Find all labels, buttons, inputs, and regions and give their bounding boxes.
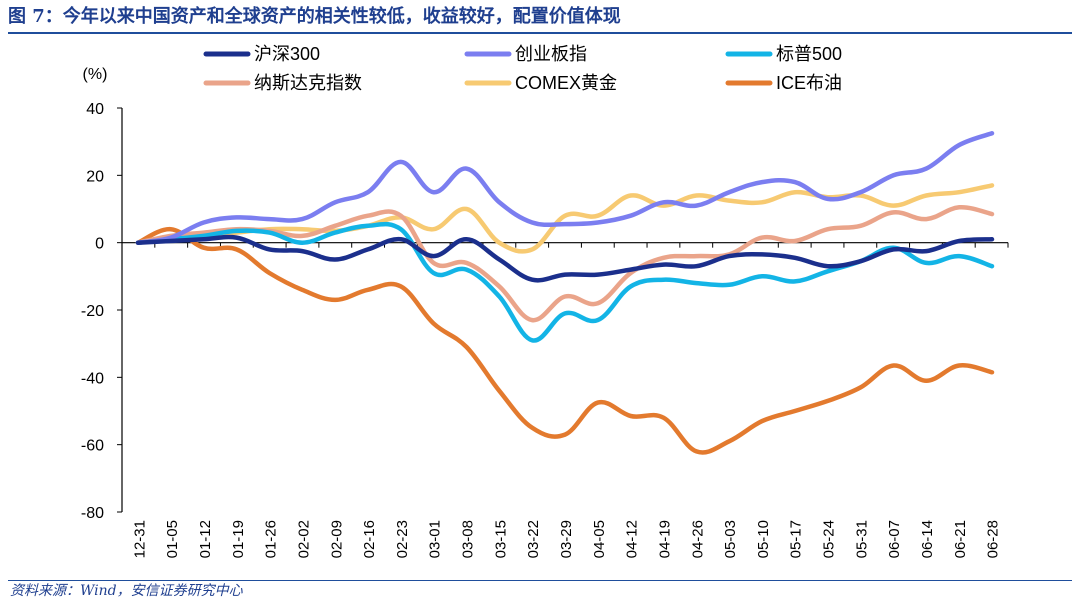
x-tick-label: 05-10 <box>755 520 772 558</box>
x-tick-label: 02-23 <box>394 520 411 558</box>
x-tick-label: 02-02 <box>295 520 312 558</box>
x-tick-label: 04-19 <box>656 520 673 558</box>
x-tick-label: 03-29 <box>558 520 575 558</box>
y-tick-label: -80 <box>81 505 104 522</box>
x-tick-label: 02-16 <box>361 520 378 558</box>
series-line-2 <box>135 221 995 343</box>
x-tick-label: 06-14 <box>919 520 936 558</box>
x-tick-label: 06-28 <box>985 520 1002 558</box>
x-tick-label: 05-03 <box>722 520 739 558</box>
x-tick-label: 01-26 <box>263 520 280 558</box>
figure-title: 图 7：今年以来中国资产和全球资产的相关性较低，收益较好，配置价值体现 <box>8 4 1072 34</box>
x-tick-label: 01-12 <box>197 520 214 558</box>
chart-legend: 沪深300 创业板指 标普500 纳斯达克指数 COMEX黄金 ICE布油 <box>203 44 842 93</box>
x-tick-label: 06-21 <box>952 520 969 558</box>
y-tick-label: -40 <box>81 370 104 387</box>
x-tick-label: 04-12 <box>624 520 641 558</box>
x-tick-label: 02-09 <box>328 520 345 558</box>
y-tick-label: 0 <box>95 236 104 253</box>
legend-label: 创业板指 <box>515 44 587 64</box>
y-tick-label: -60 <box>81 438 104 455</box>
y-tick-label: 40 <box>86 101 104 118</box>
legend-label: 标普500 <box>776 44 842 64</box>
legend-label: 纳斯达克指数 <box>254 73 362 93</box>
source-note: 资料来源：Wind，安信证券研究中心 <box>8 580 1072 604</box>
legend-label: COMEX黄金 <box>515 73 617 93</box>
x-axis: 12-31 01-05 01-12 01-19 01-26 02-02 02-09 02-16… <box>121 242 1009 558</box>
x-tick-label: 03-22 <box>525 520 542 558</box>
series-line-3 <box>135 205 995 323</box>
legend-label: 沪深300 <box>254 44 320 64</box>
x-tick-label: 04-05 <box>591 520 608 558</box>
source-note-text: 资料来源：Wind，安信证券研究中心 <box>10 583 243 599</box>
x-tick-label: 05-24 <box>821 520 838 558</box>
series-line-0 <box>135 234 995 283</box>
x-tick-label: 12-31 <box>131 520 148 558</box>
series-line-5 <box>135 226 995 455</box>
x-tick-label: 01-19 <box>230 520 247 558</box>
legend-label: ICE布油 <box>776 73 842 93</box>
y-tick-label: 20 <box>86 168 104 185</box>
y-axis-label: (%) <box>83 66 108 83</box>
figure-title-text: 图 7：今年以来中国资产和全球资产的相关性较低，收益较好，配置价值体现 <box>8 6 621 27</box>
y-tick-label: -20 <box>81 303 104 320</box>
x-tick-label: 03-08 <box>460 520 477 558</box>
x-tick-label: 01-05 <box>164 520 181 558</box>
plot-area <box>135 131 995 455</box>
x-tick-label: 06-07 <box>886 520 903 558</box>
y-axis: 40 20 0 -20 -40 -60 -80 <box>81 101 123 522</box>
x-tick-label: 04-26 <box>689 520 706 558</box>
x-tick-label: 03-01 <box>427 520 444 558</box>
x-tick-label: 05-17 <box>788 520 805 558</box>
x-tick-label: 05-31 <box>853 520 870 558</box>
x-tick-label: 03-15 <box>492 520 509 558</box>
series-line-1 <box>135 131 995 245</box>
